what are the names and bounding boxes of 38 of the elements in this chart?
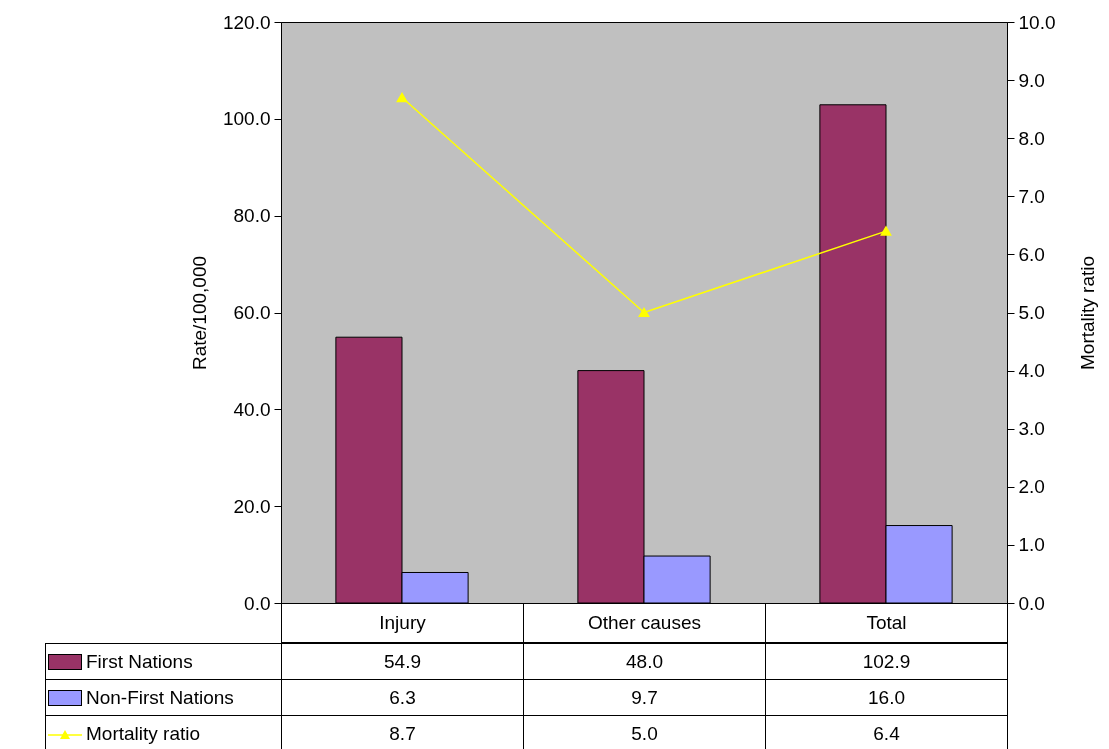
legend-label: Mortality ratio [86, 722, 201, 745]
y2-tick-label: 9.0 [1018, 69, 1045, 91]
point [880, 226, 892, 236]
y-tick-label: 40.0 [233, 398, 271, 420]
y-tick-label: 20.0 [233, 495, 271, 517]
y2-axis-title: Mortality ratio [1076, 255, 1098, 371]
legend-label: First Nations [86, 650, 193, 673]
legend-label: Non-First Nations [86, 686, 234, 709]
x-tick-label: Injury [281, 603, 524, 643]
y-axis-title: Rate/100,000 [188, 255, 210, 371]
x-tick-label: Total [765, 603, 1008, 643]
data-label: 6.3 [281, 679, 524, 716]
data-label: 5.0 [523, 715, 766, 749]
point [638, 307, 650, 318]
y2-tick-label: 1.0 [1018, 534, 1045, 556]
y2-tick-label: 3.0 [1018, 418, 1045, 440]
y2-tick-label: 4.0 [1018, 360, 1045, 382]
y2-tick-label: 8.0 [1018, 127, 1045, 149]
y2-tick-label: 10.0 [1018, 11, 1056, 33]
data-label: 54.9 [281, 643, 524, 680]
y-tick-label: 100.0 [222, 108, 271, 130]
data-label: 9.7 [523, 679, 766, 716]
x-tick-label: Other causes [523, 603, 766, 643]
y-tick-label: 80.0 [233, 205, 271, 227]
y2-tick-label: 6.0 [1018, 243, 1045, 265]
data-label: 48.0 [523, 643, 766, 680]
y-tick-label: 0.0 [244, 592, 271, 614]
data-label: 8.7 [281, 715, 524, 749]
y2-tick-label: 2.0 [1018, 476, 1045, 498]
y2-tick-label: 5.0 [1018, 302, 1045, 323]
y2-tick-label: 7.0 [1018, 185, 1045, 207]
y2-tick-label: 0.0 [1018, 592, 1045, 614]
data-label: 6.4 [765, 715, 1008, 749]
y-tick-label: 60.0 [233, 302, 271, 323]
data-label: 102.9 [765, 643, 1008, 680]
y-tick-label: 120.0 [222, 11, 271, 33]
data-label: 16.0 [765, 679, 1008, 716]
point [396, 92, 408, 103]
